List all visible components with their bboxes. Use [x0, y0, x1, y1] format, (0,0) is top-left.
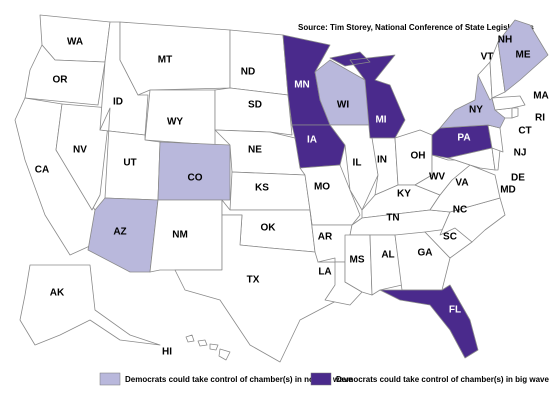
state-label: NJ	[514, 148, 527, 159]
state-label: TN	[386, 213, 399, 224]
state-label: MI	[375, 115, 386, 126]
state-label: IL	[353, 158, 362, 169]
state-shape	[24, 44, 106, 106]
state-label: UT	[123, 158, 136, 169]
state-label: CA	[35, 165, 49, 176]
state-shape	[511, 107, 519, 119]
state-shape	[19, 264, 161, 346]
state-shape	[491, 95, 526, 111]
state-labels: WA OR CA NV ID MT WY UT AZ CO NM ND SD NE KS OK TX MN IA MO…	[35, 35, 549, 358]
source-note: Source: Tim Storey, National Conference …	[298, 23, 534, 32]
state-label: ND	[241, 67, 255, 78]
legend-swatch	[99, 372, 121, 386]
state-shape	[229, 171, 311, 211]
state-label: MS	[350, 255, 365, 266]
state-shape	[214, 87, 293, 136]
state-label: ME	[516, 50, 531, 61]
state-shape	[185, 334, 231, 361]
state-label: RI	[535, 113, 545, 124]
state-label: MA	[533, 91, 549, 102]
state-label: NC	[453, 205, 467, 216]
state-label: NE	[248, 145, 262, 156]
legend-label: Democrats could take control of chamber(…	[125, 375, 353, 384]
state-shape	[329, 51, 406, 139]
state-label: GA	[418, 248, 433, 259]
state-label: AL	[381, 250, 394, 261]
state-label: FL	[449, 305, 461, 316]
state-label: OH	[411, 151, 426, 162]
state-label: VA	[455, 178, 468, 189]
state-shape	[497, 19, 549, 93]
legend-swatch	[310, 372, 332, 386]
state-label: WA	[67, 37, 83, 48]
state-shape	[157, 141, 231, 201]
state-label: MO	[314, 182, 330, 193]
state-label: NY	[469, 105, 483, 116]
state-label: ID	[113, 97, 123, 108]
state-label: KS	[255, 183, 269, 194]
state-shape	[119, 21, 231, 96]
state-label: MD	[500, 185, 516, 196]
state-label: SC	[443, 232, 457, 243]
state-shape	[174, 214, 339, 363]
state-label: KY	[397, 189, 411, 200]
state-label: PA	[457, 133, 470, 144]
state-label: AK	[50, 288, 65, 299]
state-label: MN	[294, 80, 310, 91]
state-label: IA	[307, 135, 317, 146]
state-label: WI	[337, 100, 349, 111]
state-label: DE	[511, 173, 525, 184]
state-label: WY	[167, 117, 183, 128]
states	[14, 14, 549, 363]
state-label: OK	[261, 223, 277, 234]
legend-label: Democrats could take control of chamber(…	[336, 375, 549, 384]
state-label: VT	[481, 52, 494, 63]
state-shape	[229, 29, 289, 96]
state-label: CT	[518, 126, 531, 137]
state-label: NH	[498, 35, 512, 46]
state-label: WV	[429, 172, 445, 183]
state-label: IN	[377, 155, 387, 166]
state-label: AR	[318, 232, 333, 243]
state-shape	[369, 234, 403, 296]
state-label: NV	[73, 145, 87, 156]
state-label: TX	[247, 275, 260, 286]
state-shape	[394, 231, 451, 291]
state-label: AZ	[113, 227, 126, 238]
state-label: MT	[158, 55, 172, 66]
state-label: LA	[318, 267, 331, 278]
state-label: SD	[248, 100, 262, 111]
state-label: NM	[172, 230, 188, 241]
state-label: CO	[188, 173, 203, 184]
state-label: OR	[53, 75, 69, 86]
state-shape	[379, 284, 479, 359]
state-label: HI	[162, 347, 172, 358]
